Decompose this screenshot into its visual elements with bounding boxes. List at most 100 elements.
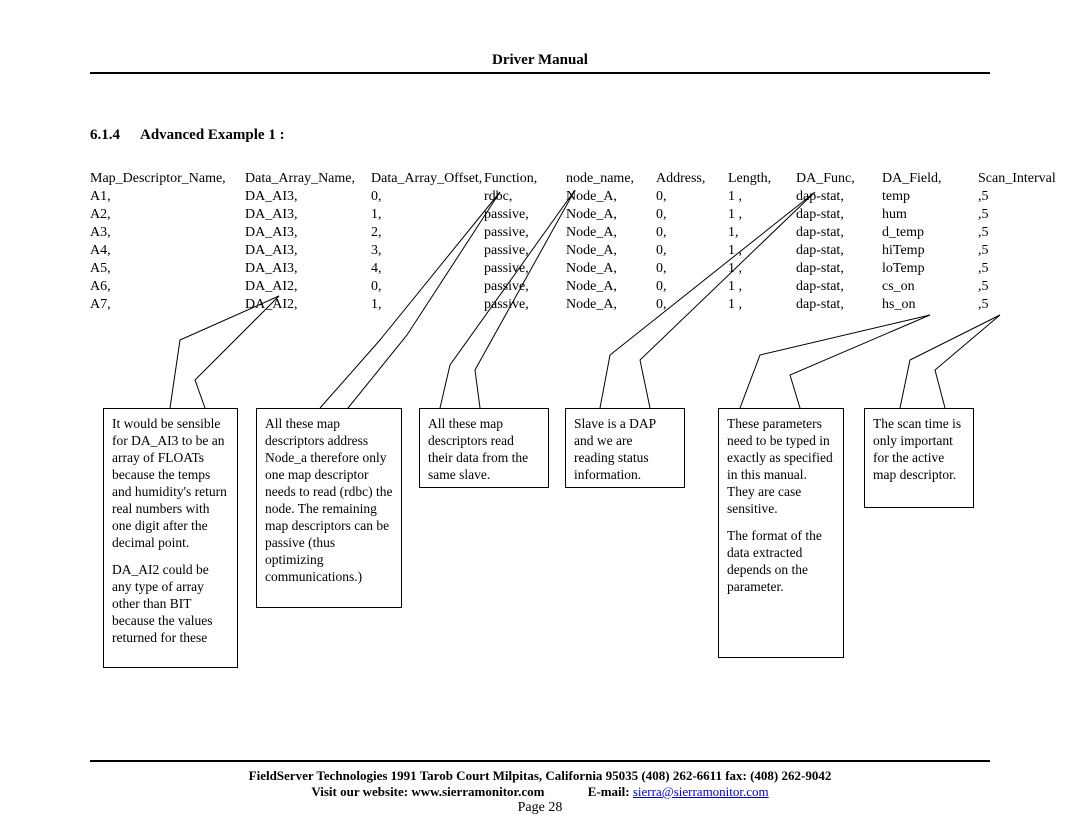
cell: ,5 [978,296,1008,314]
table-row: A5,DA_AI3,4,passive,Node_A,0,1 ,dap-stat… [90,260,1008,278]
cell: Node_A, [566,278,656,296]
page-number-value: 28 [548,800,562,815]
cell: A6, [90,278,245,296]
col-header: DA_Field, [882,170,978,188]
callout-data-array-types: It would be sensible for DA_AI3 to be an… [103,408,238,668]
col-header: DA_Func, [796,170,882,188]
cell: 3, [371,242,484,260]
page-number: Page 28 [0,800,1080,816]
config-table: Map_Descriptor_Name,Data_Array_Name,Data… [90,170,1008,314]
cell: ,5 [978,188,1008,206]
cell: Node_A, [566,296,656,314]
cell: 0, [371,278,484,296]
cell: loTemp [882,260,978,278]
cell: DA_AI3, [245,242,371,260]
page-label: Page [518,800,545,815]
cell: A7, [90,296,245,314]
callout-scan-time: The scan time is only important for the … [864,408,974,508]
callout-text: All these map descriptors address Node_a… [265,415,393,585]
callout-text: These parameters need to be typed in exa… [727,415,835,517]
table-row: A6,DA_AI2,0,passive,Node_A,0,1 ,dap-stat… [90,278,1008,296]
cell: A5, [90,260,245,278]
cell: 1 , [728,206,796,224]
cell: 4, [371,260,484,278]
footer-email-link[interactable]: sierra@sierramonitor.com [633,784,769,799]
header-rule [90,72,990,74]
cell: passive, [484,242,566,260]
col-header: Address, [656,170,728,188]
cell: DA_AI2, [245,296,371,314]
cell: d_temp [882,224,978,242]
table-row: A1,DA_AI3,0,rdbc,Node_A,0,1 ,dap-stat,te… [90,188,1008,206]
col-header: Function, [484,170,566,188]
cell: 0, [656,296,728,314]
cell: dap-stat, [796,278,882,296]
footer-email-label: E-mail: [588,784,630,799]
cell: passive, [484,260,566,278]
callout-text: Slave is a DAP and we are reading status… [574,415,676,483]
table-header-row: Map_Descriptor_Name,Data_Array_Name,Data… [90,170,1008,188]
callout-text: DA_AI2 could be any type of array other … [112,561,229,646]
cell: dap-stat, [796,188,882,206]
table-row: A3,DA_AI3,2,passive,Node_A,0,1,dap-stat,… [90,224,1008,242]
cell: 1, [728,224,796,242]
cell: Node_A, [566,242,656,260]
cell: dap-stat, [796,260,882,278]
cell: Node_A, [566,224,656,242]
cell: ,5 [978,206,1008,224]
cell: DA_AI3, [245,206,371,224]
cell: ,5 [978,242,1008,260]
cell: Node_A, [566,260,656,278]
col-header: node_name, [566,170,656,188]
footer-rule [90,760,990,762]
section-title-text: Advanced Example 1 : [140,127,285,143]
cell: A4, [90,242,245,260]
cell: passive, [484,296,566,314]
footer-website: Visit our website: www.sierramonitor.com [311,784,544,799]
table-row: A2,DA_AI3,1,passive,Node_A,0,1 ,dap-stat… [90,206,1008,224]
cell: DA_AI3, [245,224,371,242]
cell: A3, [90,224,245,242]
col-header: Data_Array_Offset, [371,170,484,188]
table-row: A7,DA_AI2,1,passive,Node_A,0,1 ,dap-stat… [90,296,1008,314]
callout-same-slave: All these map descriptors read their dat… [419,408,549,488]
cell: 1 , [728,188,796,206]
cell: temp [882,188,978,206]
cell: 1, [371,206,484,224]
cell: dap-stat, [796,224,882,242]
page-title: Driver Manual [0,52,1080,69]
cell: cs_on [882,278,978,296]
cell: passive, [484,278,566,296]
callout-slave-dap: Slave is a DAP and we are reading status… [565,408,685,488]
cell: 1, [371,296,484,314]
col-header: Scan_Interval [978,170,1008,188]
cell: hum [882,206,978,224]
cell: dap-stat, [796,206,882,224]
callout-parameters: These parameters need to be typed in exa… [718,408,844,658]
section-heading: 6.1.4Advanced Example 1 : [90,127,285,144]
cell: Node_A, [566,206,656,224]
col-header: Data_Array_Name, [245,170,371,188]
col-header: Length, [728,170,796,188]
cell: 0, [371,188,484,206]
cell: Node_A, [566,188,656,206]
cell: A1, [90,188,245,206]
cell: 0, [656,278,728,296]
cell: 0, [656,242,728,260]
cell: 1 , [728,260,796,278]
cell: dap-stat, [796,242,882,260]
cell: 1 , [728,296,796,314]
cell: ,5 [978,278,1008,296]
cell: DA_AI2, [245,278,371,296]
cell: hs_on [882,296,978,314]
cell: 0, [656,188,728,206]
cell: DA_AI3, [245,188,371,206]
cell: passive, [484,224,566,242]
cell: ,5 [978,224,1008,242]
cell: 1 , [728,242,796,260]
cell: 0, [656,260,728,278]
cell: dap-stat, [796,296,882,314]
cell: passive, [484,206,566,224]
cell: DA_AI3, [245,260,371,278]
footer-contact: Visit our website: www.sierramonitor.com… [0,784,1080,800]
